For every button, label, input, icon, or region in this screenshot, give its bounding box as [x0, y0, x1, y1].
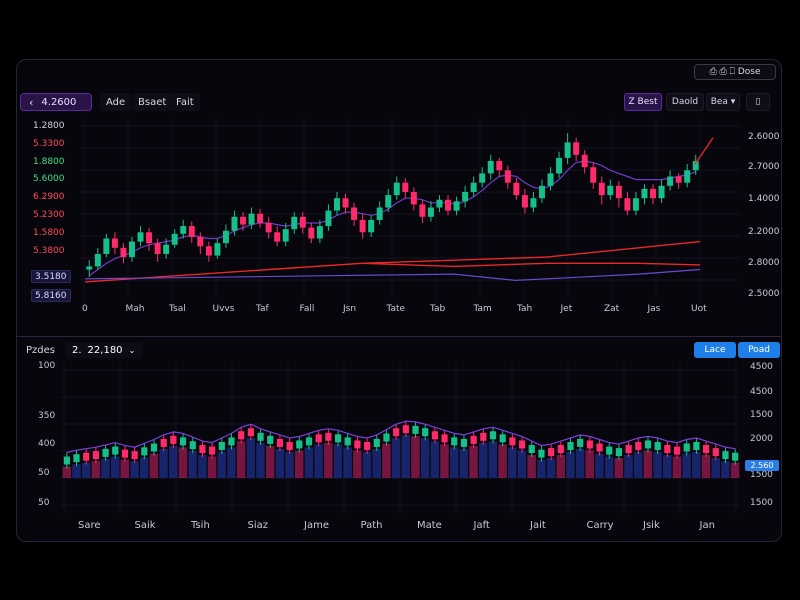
- time-label: Tab: [430, 304, 446, 314]
- tab-daold[interactable]: Daold: [666, 93, 704, 111]
- volume-left-label: 50: [38, 498, 50, 508]
- symbol-price-pill[interactable]: ‹ 4.2600: [20, 93, 92, 111]
- volume-time-label: Jaft: [473, 520, 490, 531]
- indicator-value-select[interactable]: 2. 22,180 ⌄: [66, 342, 142, 358]
- volume-time-label: Jsik: [643, 520, 660, 531]
- panel-divider: [16, 336, 782, 337]
- app-frame: [16, 59, 782, 542]
- time-label: Jas: [647, 304, 661, 314]
- indicator-value-prefix: 2.: [72, 344, 82, 356]
- time-label: Tate: [386, 304, 406, 314]
- volume-time-label: Siaz: [247, 520, 269, 531]
- time-label: Tam: [473, 304, 492, 314]
- time-label: Mah: [125, 304, 145, 314]
- time-label: Uvvs: [212, 304, 235, 314]
- poad-button[interactable]: Poad: [738, 342, 780, 358]
- lace-button[interactable]: Lace: [694, 342, 736, 358]
- time-label: Tah: [517, 304, 533, 314]
- volume-time-label: Saik: [134, 520, 156, 531]
- time-label: Taf: [256, 304, 269, 314]
- volume-time-label: Jait: [530, 520, 546, 531]
- left-price-label: 5.6000: [33, 174, 65, 185]
- volume-badge: 2.560: [745, 460, 779, 471]
- volume-time-label: Jame: [304, 520, 329, 531]
- tab-best[interactable]: Z Best: [624, 93, 662, 111]
- right-price-label: 2.5000: [748, 289, 780, 299]
- current-price: 4.2600: [41, 96, 77, 108]
- volume-right-label: 4500: [750, 362, 773, 372]
- volume-right-label: 1500: [750, 498, 773, 508]
- right-price-label: 2.6000: [748, 132, 780, 142]
- tab-bsaet[interactable]: Bsaet: [132, 93, 173, 111]
- right-price-label: 2.8000: [748, 258, 780, 268]
- chevron-left-icon[interactable]: ‹: [29, 95, 34, 109]
- time-label: Jsn: [343, 304, 357, 314]
- right-price-label: 2.2000: [748, 227, 780, 237]
- price-chip-2: 5.8160: [31, 289, 71, 302]
- volume-left-label: 350: [38, 411, 56, 421]
- window-controls[interactable]: ⎙ ⎙ ⎕ Dose: [694, 64, 776, 80]
- left-price-label: 5.2300: [33, 210, 65, 220]
- volume-time-label: Jan: [699, 520, 715, 531]
- window-controls-label: ⎙ ⎙ ⎕ Dose: [709, 67, 761, 77]
- time-label: Uot: [691, 304, 707, 314]
- volume-time-label: Carry: [586, 520, 614, 531]
- indicator-label: Pzdes: [26, 344, 55, 356]
- left-price-label: 5.3300: [33, 138, 65, 149]
- left-price-label: 1.2800: [33, 121, 65, 131]
- left-price-label: 6.2900: [33, 192, 65, 203]
- volume-time-label: Tsih: [191, 520, 210, 531]
- volume-left-label: 400: [38, 439, 56, 449]
- volume-right-label: 1500: [750, 410, 773, 420]
- right-price-label: 1.4000: [748, 194, 780, 204]
- tab-bea-dropdown[interactable]: Bea ▾: [706, 93, 740, 111]
- volume-right-label: 4500: [750, 387, 773, 397]
- right-price-label: 2.7000: [748, 162, 780, 172]
- time-label: Tsal: [169, 304, 186, 314]
- tab-fait[interactable]: Fait: [170, 93, 200, 111]
- left-price-label: 1.8800: [33, 156, 65, 167]
- volume-time-label: Sare: [78, 520, 101, 531]
- volume-time-label: Mate: [417, 520, 442, 531]
- volume-right-label: 2000: [750, 434, 773, 444]
- time-label: Fall: [299, 304, 315, 314]
- time-label: 0: [82, 304, 88, 314]
- left-price-label: 5.3800: [33, 245, 65, 256]
- indicator-value: 22,180: [87, 344, 123, 356]
- volume-time-label: Path: [360, 520, 383, 531]
- price-chip-1: 3.5180: [31, 270, 71, 283]
- left-price-label: 1.5800: [33, 227, 65, 238]
- tab-layout[interactable]: ▯: [746, 93, 770, 111]
- time-label: Zat: [604, 304, 620, 314]
- volume-left-label: 50: [38, 468, 50, 478]
- tab-ade[interactable]: Ade: [100, 93, 132, 111]
- volume-left-label: 100: [38, 361, 56, 371]
- volume-right-label: 1500: [750, 470, 773, 480]
- chevron-down-icon: ⌄: [128, 345, 136, 355]
- time-label: Jet: [560, 304, 573, 314]
